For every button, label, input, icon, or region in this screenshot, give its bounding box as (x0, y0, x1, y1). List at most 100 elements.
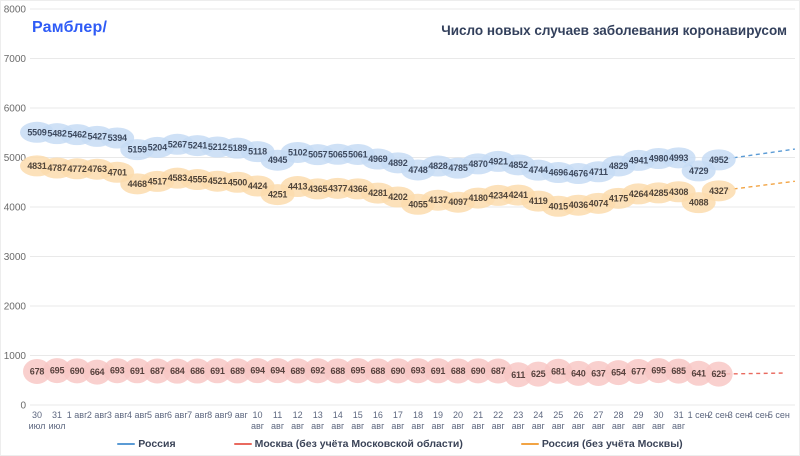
svg-text:695: 695 (351, 366, 366, 376)
svg-text:7 авг: 7 авг (187, 410, 208, 420)
svg-text:692: 692 (310, 366, 325, 376)
svg-text:16: 16 (373, 410, 383, 420)
svg-text:4264: 4264 (629, 189, 648, 199)
svg-text:677: 677 (631, 366, 646, 376)
svg-text:4555: 4555 (188, 175, 207, 185)
svg-text:4763: 4763 (88, 164, 107, 174)
rambler-logo[interactable]: Рамблер/ (32, 19, 108, 36)
svg-text:4000: 4000 (4, 203, 27, 214)
svg-text:4729: 4729 (689, 166, 708, 176)
svg-text:авг: авг (371, 421, 385, 431)
svg-text:5462: 5462 (67, 130, 86, 140)
svg-text:4711: 4711 (589, 167, 608, 177)
svg-text:689: 689 (230, 366, 245, 376)
svg-text:4583: 4583 (168, 173, 187, 183)
svg-text:4285: 4285 (649, 188, 668, 198)
svg-text:авг: авг (251, 421, 265, 431)
svg-text:4828: 4828 (428, 161, 447, 171)
svg-text:688: 688 (451, 366, 466, 376)
svg-text:654: 654 (611, 368, 626, 378)
svg-text:авг: авг (452, 421, 466, 431)
svg-text:25: 25 (553, 410, 563, 420)
svg-text:4119: 4119 (529, 196, 548, 206)
svg-text:30: 30 (32, 410, 42, 420)
svg-text:12: 12 (293, 410, 303, 420)
svg-text:авг: авг (612, 421, 626, 431)
svg-text:авг: авг (472, 421, 486, 431)
svg-text:4521: 4521 (208, 176, 227, 186)
svg-text:30: 30 (654, 410, 664, 420)
svg-text:21: 21 (473, 410, 483, 420)
svg-text:1 авг: 1 авг (67, 410, 88, 420)
legend-label-moscow: Москва (без учёта Московской области) (254, 438, 463, 450)
svg-text:28: 28 (613, 410, 623, 420)
legend-item-russia-wo-moscow[interactable]: Россия (без учёта Москвы) (520, 438, 683, 450)
svg-text:10: 10 (253, 410, 263, 420)
svg-text:авг: авг (592, 421, 606, 431)
legend-item-russia[interactable]: Россия (117, 438, 176, 450)
svg-text:695: 695 (651, 366, 666, 376)
svg-text:0: 0 (20, 401, 26, 412)
svg-text:687: 687 (150, 366, 165, 376)
svg-text:4500: 4500 (228, 177, 247, 187)
svg-text:3 авг: 3 авг (107, 410, 128, 420)
svg-text:4241: 4241 (509, 190, 528, 200)
svg-text:3 сен: 3 сен (728, 410, 750, 420)
svg-text:695: 695 (50, 366, 65, 376)
svg-text:691: 691 (130, 366, 145, 376)
svg-text:4787: 4787 (47, 163, 66, 173)
svg-text:авг: авг (311, 421, 325, 431)
svg-text:4785: 4785 (448, 163, 467, 173)
svg-text:4969: 4969 (368, 154, 387, 164)
svg-text:4980: 4980 (649, 153, 668, 163)
svg-text:27: 27 (593, 410, 603, 420)
svg-text:5212: 5212 (208, 142, 227, 152)
svg-text:5241: 5241 (188, 141, 207, 151)
svg-text:1000: 1000 (4, 351, 27, 362)
svg-text:4251: 4251 (268, 190, 287, 200)
svg-text:4696: 4696 (549, 168, 568, 178)
svg-text:4 сен: 4 сен (748, 410, 770, 420)
svg-text:686: 686 (190, 366, 205, 376)
svg-text:4137: 4137 (428, 195, 447, 205)
svg-text:авг: авг (492, 421, 506, 431)
svg-text:4829: 4829 (609, 161, 628, 171)
svg-text:4175: 4175 (609, 193, 628, 203)
svg-text:4517: 4517 (148, 176, 167, 186)
svg-text:5000: 5000 (4, 153, 27, 164)
svg-text:4870: 4870 (468, 159, 487, 169)
svg-text:24: 24 (533, 410, 543, 420)
svg-text:693: 693 (411, 366, 426, 376)
svg-text:4074: 4074 (589, 198, 608, 208)
svg-text:6000: 6000 (4, 104, 27, 115)
svg-text:4365: 4365 (308, 184, 327, 194)
svg-text:4088: 4088 (689, 198, 708, 208)
svg-text:694: 694 (250, 366, 265, 376)
svg-text:авг: авг (271, 421, 285, 431)
svg-text:4744: 4744 (529, 165, 548, 175)
legend-line-russia-wo-moscow-icon (520, 443, 539, 445)
svg-text:авг: авг (291, 421, 305, 431)
legend-line-moscow-icon (233, 443, 252, 445)
svg-text:4180: 4180 (468, 193, 487, 203)
svg-text:5267: 5267 (168, 139, 187, 149)
svg-text:5061: 5061 (348, 149, 367, 159)
svg-text:1 сен: 1 сен (688, 410, 710, 420)
svg-text:авг: авг (512, 421, 526, 431)
svg-text:9 авг: 9 авг (227, 410, 248, 420)
svg-text:14: 14 (333, 410, 343, 420)
svg-text:4055: 4055 (408, 199, 427, 209)
svg-text:4748: 4748 (408, 165, 427, 175)
svg-text:4413: 4413 (288, 182, 307, 192)
legend-item-moscow[interactable]: Москва (без учёта Московской области) (233, 438, 463, 450)
svg-text:4921: 4921 (489, 156, 508, 166)
svg-text:авг: авг (431, 421, 445, 431)
chart-legend: Россия Москва (без учёта Московской обла… (1, 438, 799, 450)
svg-text:625: 625 (531, 369, 546, 379)
svg-text:5204: 5204 (148, 142, 167, 152)
svg-text:8000: 8000 (4, 5, 27, 16)
svg-text:685: 685 (671, 366, 686, 376)
svg-text:691: 691 (210, 366, 225, 376)
svg-text:авг: авг (532, 421, 546, 431)
